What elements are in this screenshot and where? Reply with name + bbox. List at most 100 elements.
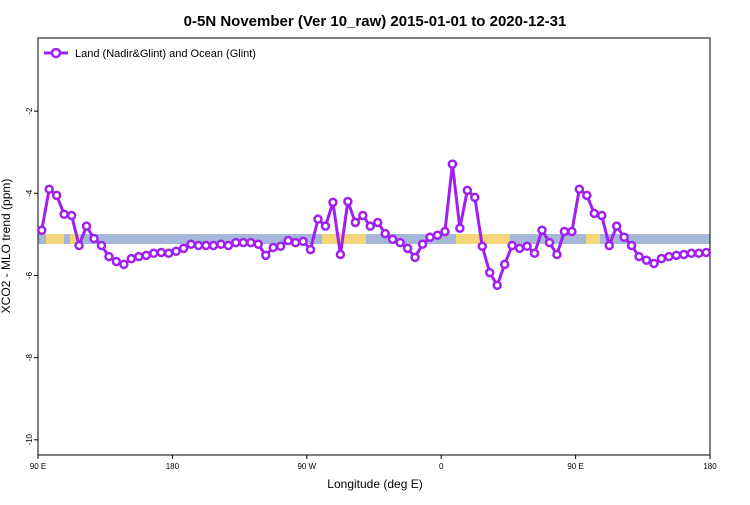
data-point: [74, 240, 84, 251]
data-point: [275, 241, 286, 252]
data-point: [253, 239, 264, 249]
data-point: [305, 244, 316, 255]
x-tick-label: 180: [166, 462, 180, 471]
data-point: [343, 196, 353, 207]
data-point: [544, 237, 555, 248]
data-point: [410, 252, 420, 263]
data-point: [290, 237, 301, 248]
data-point: [171, 246, 181, 256]
data-point: [559, 226, 570, 237]
data-point: [51, 190, 62, 201]
data-point: [320, 221, 331, 231]
legend: Land (Nadir&Glint) and Ocean (Glint): [44, 47, 256, 60]
x-tick-label: 90 W: [297, 462, 316, 471]
data-point: [567, 226, 577, 237]
data-point: [201, 240, 211, 251]
data-point: [507, 240, 517, 251]
data-point: [358, 210, 368, 221]
data-point: [216, 239, 226, 249]
data-point: [36, 225, 47, 236]
data-point: [619, 232, 629, 243]
data-point: [350, 217, 361, 228]
data-point: [156, 247, 166, 258]
data-point: [492, 280, 502, 291]
data-point: [522, 241, 532, 252]
data-point: [611, 221, 622, 231]
data-point: [163, 248, 174, 259]
data-point: [634, 251, 644, 262]
data-point: [298, 236, 308, 247]
data-point: [66, 210, 77, 221]
data-point: [679, 249, 689, 260]
data-point: [484, 267, 495, 278]
legend-label: Land (Nadir&Glint) and Ocean (Glint): [75, 48, 256, 60]
data-point: [81, 221, 92, 231]
data-point: [89, 233, 99, 244]
data-point: [686, 248, 697, 259]
chart-title: 0-5N November (Ver 10_raw) 2015-01-01 to…: [184, 13, 567, 30]
data-point: [111, 256, 122, 267]
data-point: [283, 235, 293, 246]
data-point: [59, 209, 69, 219]
data-point: [134, 251, 144, 262]
data-point: [470, 192, 480, 203]
data-point: [552, 249, 562, 260]
data-point: [649, 258, 659, 269]
y-tick-label: -8: [25, 354, 34, 362]
data-point: [372, 217, 383, 228]
data-point: [664, 251, 674, 262]
y-axis-label: XCO2 - MLO trend (ppm): [0, 179, 13, 314]
data-point: [208, 240, 219, 251]
legend-marker: [50, 47, 62, 59]
data-point: [701, 247, 712, 258]
data-point: [365, 221, 376, 231]
data-point: [238, 237, 249, 248]
data-point: [313, 214, 323, 224]
data-point: [537, 225, 547, 236]
data-point: [223, 240, 234, 251]
data-point: [477, 241, 488, 252]
data-point: [178, 243, 189, 254]
data-point: [596, 210, 607, 221]
data-point: [328, 197, 338, 208]
data-point: [380, 228, 390, 239]
data-point: [447, 159, 458, 169]
data-point: [268, 242, 278, 253]
x-tick-label: 90 E: [30, 462, 46, 471]
data-point: [641, 255, 652, 266]
data-point: [694, 248, 704, 259]
data-point: [604, 240, 614, 251]
x-tick-label: 0: [439, 462, 444, 471]
data-point: [417, 239, 428, 249]
y-tick-label: -6: [25, 271, 34, 279]
data-point: [231, 237, 241, 248]
data-point: [141, 250, 152, 261]
data-point: [96, 240, 107, 251]
data-point: [462, 185, 473, 196]
data-point: [260, 250, 271, 261]
x-tick-label: 90 E: [567, 462, 583, 471]
data-point: [582, 190, 592, 201]
data-point: [499, 259, 510, 270]
data-point: [193, 240, 204, 251]
y-tick-label: -2: [25, 107, 34, 115]
data-point: [656, 253, 667, 264]
y-tick-label: -4: [25, 189, 34, 197]
data-point: [574, 184, 585, 194]
data-point: [626, 240, 637, 251]
data-point: [148, 248, 159, 259]
data-point: [425, 232, 435, 243]
plot-frame: [37, 37, 711, 456]
y-tick-label: -10: [25, 433, 34, 445]
data-point: [119, 259, 129, 270]
data-point: [387, 234, 398, 245]
data-point: [395, 237, 405, 248]
x-axis-label: Longitude (deg E): [327, 477, 422, 491]
x-tick-label: 180: [703, 462, 717, 471]
data-point: [335, 249, 346, 260]
data-point: [44, 184, 54, 194]
data-point: [529, 248, 540, 259]
data-point: [440, 226, 450, 237]
data-point: [671, 250, 682, 261]
data-point: [104, 251, 114, 262]
